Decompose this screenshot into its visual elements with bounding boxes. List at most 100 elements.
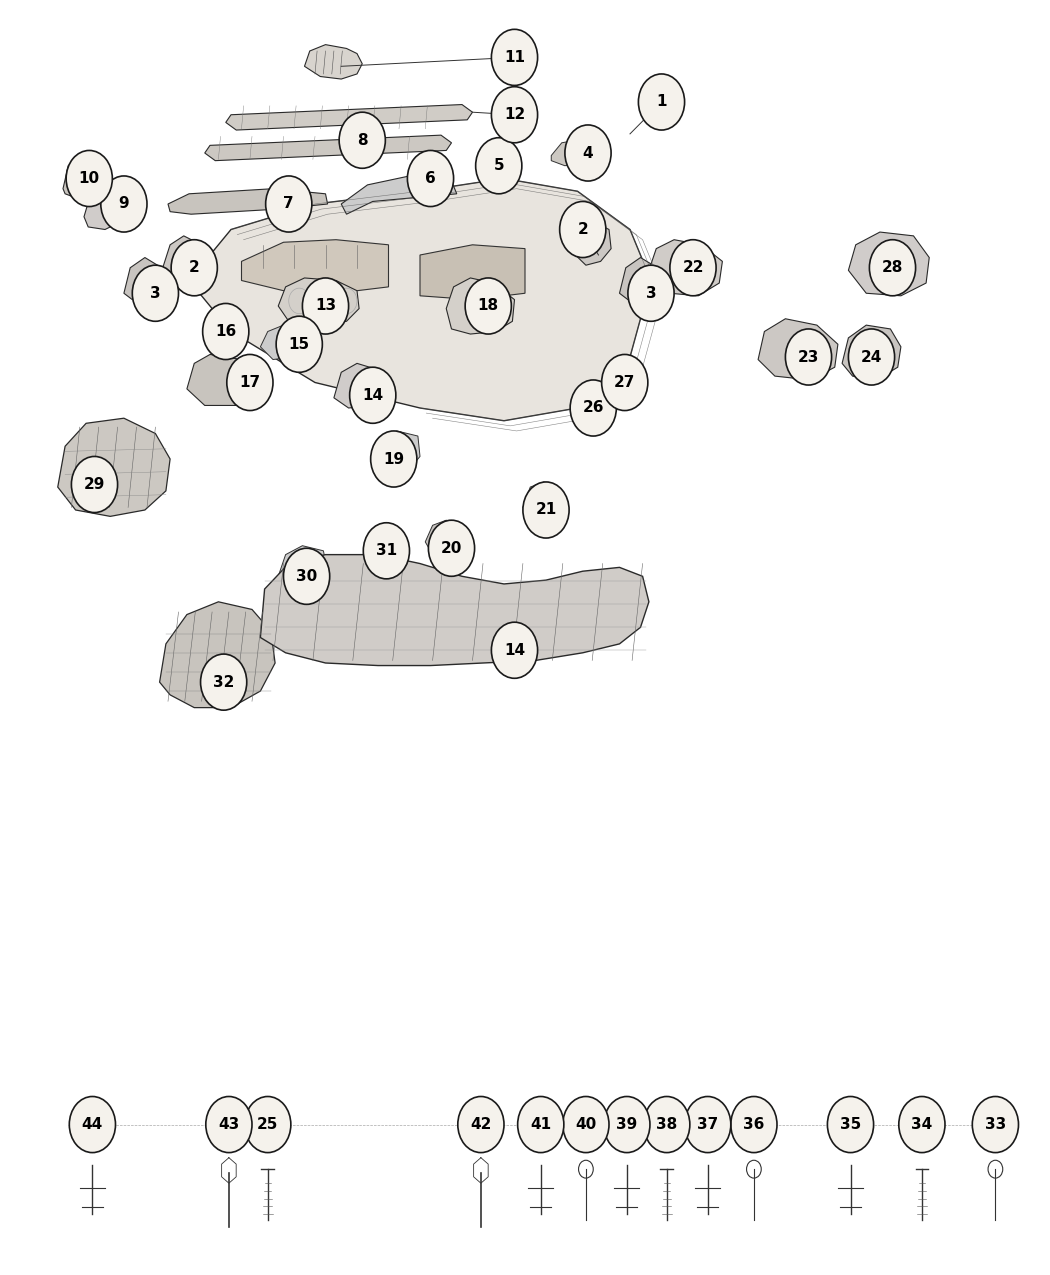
- Text: 27: 27: [614, 375, 635, 390]
- Circle shape: [266, 176, 312, 232]
- Text: 22: 22: [682, 260, 704, 275]
- Text: 6: 6: [425, 171, 436, 186]
- Text: 14: 14: [504, 643, 525, 658]
- Text: 16: 16: [215, 324, 236, 339]
- Text: 40: 40: [575, 1117, 596, 1132]
- Circle shape: [339, 112, 385, 168]
- Text: 7: 7: [284, 196, 294, 212]
- Circle shape: [491, 622, 538, 678]
- Polygon shape: [163, 236, 198, 278]
- Text: 36: 36: [743, 1117, 764, 1132]
- Polygon shape: [842, 325, 901, 380]
- Circle shape: [628, 265, 674, 321]
- Polygon shape: [63, 156, 105, 199]
- Polygon shape: [187, 354, 265, 405]
- Polygon shape: [523, 482, 559, 516]
- Text: 3: 3: [646, 286, 656, 301]
- Text: 28: 28: [882, 260, 903, 275]
- Circle shape: [302, 278, 349, 334]
- Polygon shape: [260, 555, 649, 666]
- Circle shape: [560, 201, 606, 258]
- Polygon shape: [365, 528, 399, 564]
- Circle shape: [523, 482, 569, 538]
- Polygon shape: [124, 258, 160, 300]
- Text: 37: 37: [697, 1117, 718, 1132]
- Polygon shape: [334, 363, 383, 408]
- Text: 44: 44: [82, 1117, 103, 1132]
- Circle shape: [245, 1096, 291, 1153]
- Circle shape: [491, 29, 538, 85]
- Text: 11: 11: [504, 50, 525, 65]
- Polygon shape: [160, 602, 275, 708]
- Text: 32: 32: [213, 674, 234, 690]
- Text: 8: 8: [357, 133, 367, 148]
- Text: 14: 14: [362, 388, 383, 403]
- Text: 33: 33: [985, 1117, 1006, 1132]
- Polygon shape: [373, 431, 420, 474]
- Text: 38: 38: [656, 1117, 677, 1132]
- Circle shape: [71, 456, 118, 513]
- Circle shape: [899, 1096, 945, 1153]
- Text: 19: 19: [383, 451, 404, 467]
- Text: 39: 39: [616, 1117, 637, 1132]
- Circle shape: [565, 125, 611, 181]
- Polygon shape: [278, 546, 328, 587]
- Circle shape: [869, 240, 916, 296]
- Text: 15: 15: [289, 337, 310, 352]
- Polygon shape: [601, 363, 628, 393]
- Polygon shape: [551, 140, 583, 166]
- Polygon shape: [572, 393, 598, 421]
- Circle shape: [203, 303, 249, 360]
- Text: 24: 24: [861, 349, 882, 365]
- Text: 5: 5: [494, 158, 504, 173]
- Circle shape: [604, 1096, 650, 1153]
- Text: 42: 42: [470, 1117, 491, 1132]
- Text: 26: 26: [583, 400, 604, 416]
- Polygon shape: [470, 609, 520, 650]
- Circle shape: [227, 354, 273, 411]
- Circle shape: [465, 278, 511, 334]
- Circle shape: [276, 316, 322, 372]
- Polygon shape: [420, 245, 525, 300]
- Text: 25: 25: [257, 1117, 278, 1132]
- Circle shape: [476, 138, 522, 194]
- Circle shape: [371, 431, 417, 487]
- Text: 18: 18: [478, 298, 499, 314]
- Polygon shape: [649, 240, 722, 296]
- Circle shape: [563, 1096, 609, 1153]
- Circle shape: [206, 1096, 252, 1153]
- Circle shape: [644, 1096, 690, 1153]
- Circle shape: [827, 1096, 874, 1153]
- Circle shape: [69, 1096, 116, 1153]
- Polygon shape: [758, 319, 838, 380]
- Text: 21: 21: [536, 502, 556, 518]
- Text: 12: 12: [504, 107, 525, 122]
- Circle shape: [638, 74, 685, 130]
- Polygon shape: [848, 232, 929, 296]
- Text: 31: 31: [376, 543, 397, 558]
- Circle shape: [201, 654, 247, 710]
- Circle shape: [132, 265, 179, 321]
- Polygon shape: [205, 135, 452, 161]
- Polygon shape: [242, 240, 388, 293]
- Circle shape: [428, 520, 475, 576]
- Polygon shape: [620, 258, 655, 300]
- Polygon shape: [304, 45, 362, 79]
- Polygon shape: [168, 189, 328, 214]
- Circle shape: [407, 150, 454, 207]
- Text: 2: 2: [189, 260, 200, 275]
- Polygon shape: [84, 191, 126, 230]
- Circle shape: [670, 240, 716, 296]
- Text: 41: 41: [530, 1117, 551, 1132]
- Polygon shape: [58, 418, 170, 516]
- Polygon shape: [226, 105, 472, 130]
- Polygon shape: [210, 316, 240, 347]
- Circle shape: [458, 1096, 504, 1153]
- Text: 2: 2: [578, 222, 588, 237]
- Circle shape: [685, 1096, 731, 1153]
- Circle shape: [171, 240, 217, 296]
- Circle shape: [602, 354, 648, 411]
- Text: 1: 1: [656, 94, 667, 110]
- Circle shape: [350, 367, 396, 423]
- Text: 10: 10: [79, 171, 100, 186]
